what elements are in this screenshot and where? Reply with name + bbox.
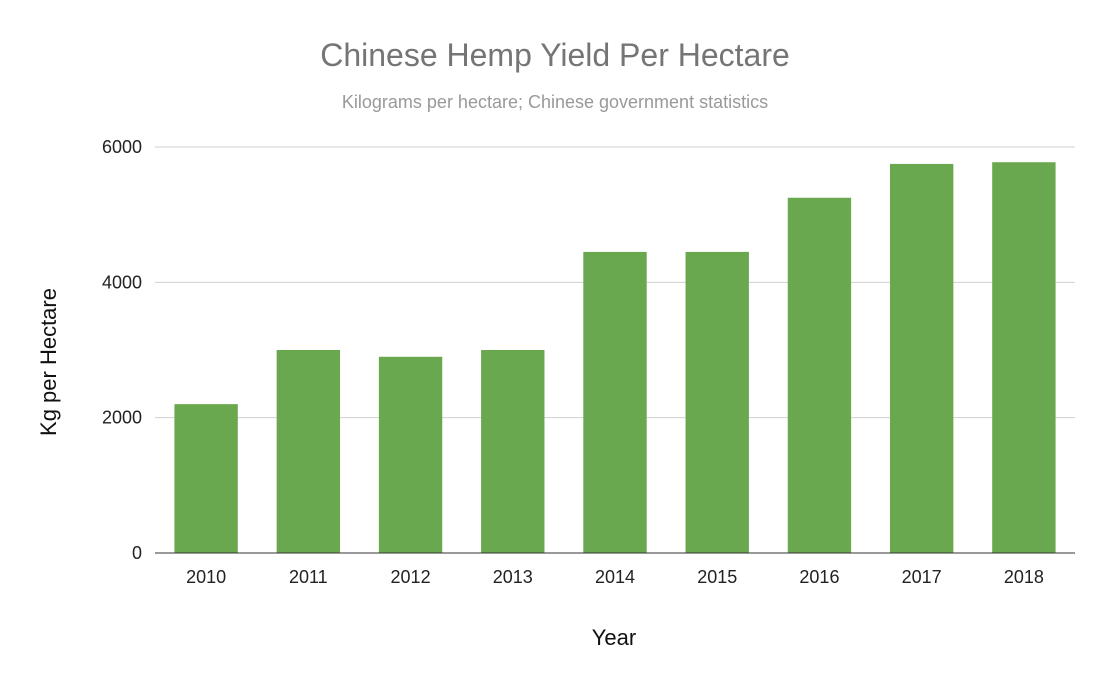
bar-2017 (889, 163, 954, 553)
bar-2011 (276, 350, 341, 553)
bar-2016 (787, 197, 852, 553)
y-tick-label: 0 (132, 543, 142, 563)
x-tick-label: 2011 (289, 567, 328, 587)
y-tick-label: 2000 (102, 408, 142, 428)
bar-2010 (174, 404, 238, 553)
y-tick-label: 4000 (102, 272, 142, 292)
y-tick-label: 6000 (102, 137, 142, 157)
bar-2014 (583, 251, 647, 553)
x-tick-label: 2013 (493, 567, 533, 587)
y-axis-title: Kg per Hectare (36, 288, 61, 436)
bar-2012 (378, 356, 443, 553)
x-tick-label: 2012 (391, 567, 431, 587)
y-axis-ticks: 0 2000 4000 6000 (102, 137, 142, 563)
x-axis-title: Year (592, 625, 636, 650)
bar-2015 (685, 251, 749, 553)
x-tick-label: 2010 (186, 567, 226, 587)
x-tick-label: 2017 (902, 567, 942, 587)
x-tick-label: 2018 (1004, 567, 1044, 587)
chart-subtitle: Kilograms per hectare; Chinese governmen… (342, 92, 768, 112)
x-axis-ticks: 2010 2011 2012 2013 2014 2015 2016 2017 2018 (186, 567, 1044, 587)
bar-2013 (481, 350, 545, 553)
x-tick-label: 2014 (595, 567, 635, 587)
x-tick-label: 2015 (697, 567, 737, 587)
chart-title: Chinese Hemp Yield Per Hectare (320, 37, 790, 73)
bar-2018 (992, 162, 1056, 553)
x-tick-label: 2016 (799, 567, 839, 587)
bars (174, 162, 1056, 553)
